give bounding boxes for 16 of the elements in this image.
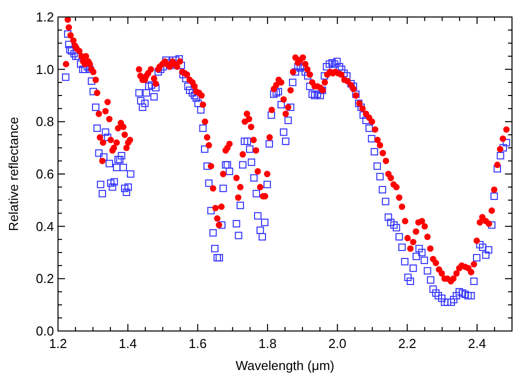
x-tick-label: 2.4 <box>468 336 486 351</box>
x-tick-label: 1.2 <box>48 336 68 351</box>
x-tick-label: 1.8 <box>258 336 277 351</box>
y-tick-label: 1.0 <box>36 62 54 77</box>
y-tick-label: 0.4 <box>36 218 54 234</box>
y-tick-label: 0.8 <box>36 114 54 130</box>
x-tick-label: 1.6 <box>188 336 207 351</box>
y-tick-label: 0.2 <box>36 271 54 286</box>
y-axis-title: Relative reflectance <box>6 116 21 232</box>
y-tick-label: 0.0 <box>36 324 54 338</box>
x-axis-title: Wavelength (μm) <box>236 358 334 373</box>
x-tick-label: 2.2 <box>398 336 416 351</box>
x-tick-label: 1.4 <box>118 336 137 351</box>
x-tick-label: 2.0 <box>328 336 346 351</box>
y-tick-label: 1.2 <box>36 10 54 24</box>
y-tick-label: 0.6 <box>36 166 54 182</box>
